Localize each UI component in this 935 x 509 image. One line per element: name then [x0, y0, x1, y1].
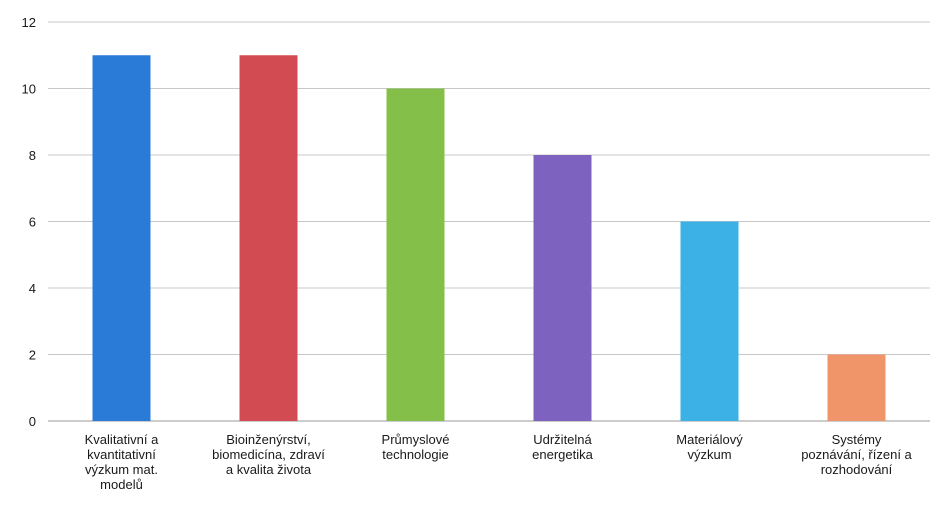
x-tick-label-line: Průmyslové: [382, 432, 450, 447]
bar: [827, 354, 886, 421]
x-tick-label: Materiálový výzkum: [676, 432, 743, 462]
x-tick-label-line: energetika: [532, 447, 593, 462]
x-tick-label-line: a kvalita života: [226, 462, 312, 477]
x-tick-label: Kvalitativní a kvantitativní výzkum mat. mo…: [85, 432, 159, 492]
x-tick-label-line: kvantitativní: [87, 447, 156, 462]
bar: [92, 55, 151, 421]
bars: [92, 55, 886, 421]
y-tick-label: 8: [29, 148, 36, 163]
x-axis-category-labels: Kvalitativní a kvantitativní výzkum mat. mo…: [85, 432, 913, 492]
x-tick-label-line: Materiálový: [676, 432, 743, 447]
x-tick-label-line: Bioinženýrství,: [226, 432, 311, 447]
x-tick-label: Udržitelná energetika: [532, 432, 593, 462]
y-tick-label: 4: [29, 281, 36, 296]
bar: [386, 88, 445, 421]
x-tick-label: Bioinženýrství, biomedicína, zdraví a kval…: [212, 432, 325, 477]
x-tick-label: Průmyslové technologie: [382, 432, 450, 462]
bar: [680, 221, 739, 421]
x-tick-label-line: technologie: [382, 447, 449, 462]
y-tick-label: 6: [29, 215, 36, 230]
gridlines: [48, 21, 930, 422]
x-tick-label-line: výzkum mat.: [85, 462, 158, 477]
bar: [239, 55, 298, 421]
x-tick-label-line: rozhodování: [821, 462, 893, 477]
x-tick-label-line: modelů: [100, 477, 143, 492]
x-tick-label-line: výzkum: [687, 447, 731, 462]
y-tick-label: 12: [22, 15, 36, 30]
x-tick-label: Systémy poznávání, řízení a rozhodování: [801, 432, 912, 477]
y-tick-label: 0: [29, 414, 36, 429]
y-tick-label: 10: [22, 82, 36, 97]
bar: [533, 155, 592, 421]
y-axis: 0 2 4 6 8 10 12: [22, 15, 36, 429]
x-tick-label-line: Udržitelná: [533, 432, 592, 447]
x-tick-label-line: biomedicína, zdraví: [212, 447, 325, 462]
x-tick-label-line: poznávání, řízení a: [801, 447, 912, 462]
x-tick-label-line: Kvalitativní a: [85, 432, 159, 447]
x-tick-label-line: Systémy: [832, 432, 882, 447]
y-tick-label: 2: [29, 348, 36, 363]
